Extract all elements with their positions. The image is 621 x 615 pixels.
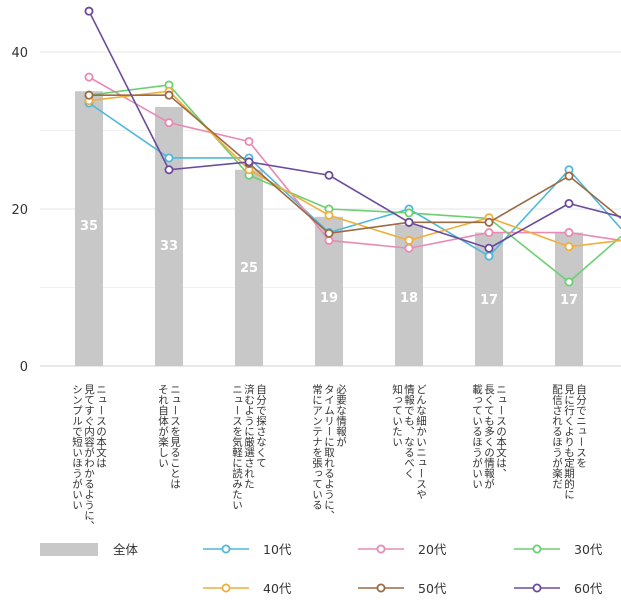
legend-label: 60代 [574,581,603,596]
category-label-line: 自分で探さなくて [255,383,267,468]
bar [235,169,263,366]
legend-marker [532,583,542,593]
category-label-line: 常にアンテナを張っている [311,383,323,510]
series-point [164,90,174,100]
series-point [564,171,574,181]
series-lines [84,6,621,287]
series-line [88,84,621,283]
legend-label: 20代 [418,542,447,557]
series-point [404,243,414,253]
bar-value-label: 25 [240,261,258,276]
legend-item: 全体 [40,542,139,557]
category-label-line: シンプルで短いほうがいい [71,384,83,510]
bar-value-label: 19 [320,291,338,306]
category-label-line: ニュースの本文は、 [495,384,507,479]
legend: 全体 10代 20代 30代 40代 50代 60代 [40,542,603,596]
legend-label: 50代 [418,581,447,596]
series-line [89,94,621,235]
legend-item: 50代 [358,581,447,596]
series-point [484,228,494,238]
series-point [564,228,574,238]
y-tick-label: 40 [11,46,28,61]
bar-value-label: 35 [80,219,98,234]
category-label-line: 載っているほうがいい [471,384,483,489]
category-label-line: それ自体が楽しい [157,384,169,468]
series-point [484,217,494,227]
series-point [564,199,574,209]
series-point [164,153,174,163]
series-line [88,76,621,250]
category-label-line: 情報でも、なるべく [403,383,415,478]
legend-marker [532,544,542,554]
legend-marker [221,583,231,593]
category-label-line: 済むように厳選された [243,383,255,489]
category-label-line: 知っていたい [391,383,403,447]
category-label-line: ニュースを気軽に読みたい [231,384,243,510]
legend-marker [376,583,386,593]
legend-label: 全体 [113,542,139,557]
series-point [404,235,414,245]
category-label-line: 見に行くよりも定期的に [563,384,575,500]
bar-value-label: 17 [560,293,578,308]
category-label-line: 見てすぐ内容がわかるように、 [83,384,95,531]
series-point [164,118,174,128]
category-label-line: どんな細かいニュースや [415,384,427,500]
bar [155,106,183,366]
series-point [164,165,174,175]
category-label-line: タイムリーに取れるように、 [323,384,335,521]
bars: 35 33 25 19 18 17 17 [75,91,583,366]
series-point [84,90,94,100]
series-point [564,277,574,287]
series-point [484,243,494,253]
category-label-line: ニュースを見ることは [169,384,181,489]
y-tick-label: 0 [20,360,28,375]
bar-value-label: 18 [400,291,418,306]
series-point [324,170,334,180]
legend-item: 10代 [203,542,292,557]
series-line [88,10,621,250]
category-label-line: 自分でニュースを [575,383,587,468]
legend-label: 10代 [263,542,292,557]
series-point [324,235,334,245]
bar-value-label: 17 [480,293,498,308]
y-axis-ticks: 0 20 40 [11,46,28,375]
bar [75,91,103,366]
legend-item: 40代 [203,581,292,596]
series-point [244,157,254,167]
legend-item: 20代 [358,542,447,557]
legend-swatch [40,543,98,556]
bar [555,232,583,366]
legend-marker [221,544,231,554]
category-label-line: 配信されるほうが楽だ [551,384,563,489]
series-point [484,251,494,261]
legend-item: 30代 [514,542,603,557]
category-label-line: 必要な情報が [335,383,347,447]
series-point [404,217,414,227]
series-point [244,136,254,146]
series-point [84,72,94,82]
legend-marker [376,544,386,554]
bar-value-label: 33 [160,239,178,254]
gridlines [40,51,621,367]
category-label-line: ニュースの本文は [95,384,107,468]
series-point [564,242,574,252]
y-tick-label: 20 [11,203,28,218]
series-point [404,208,414,218]
series-point [84,6,94,16]
series-point [324,228,334,238]
series-point [324,210,334,220]
legend-item: 60代 [514,581,603,596]
category-label-line: 長くても多くの情報が [483,384,495,489]
legend-label: 40代 [263,581,292,596]
legend-label: 30代 [574,542,603,557]
